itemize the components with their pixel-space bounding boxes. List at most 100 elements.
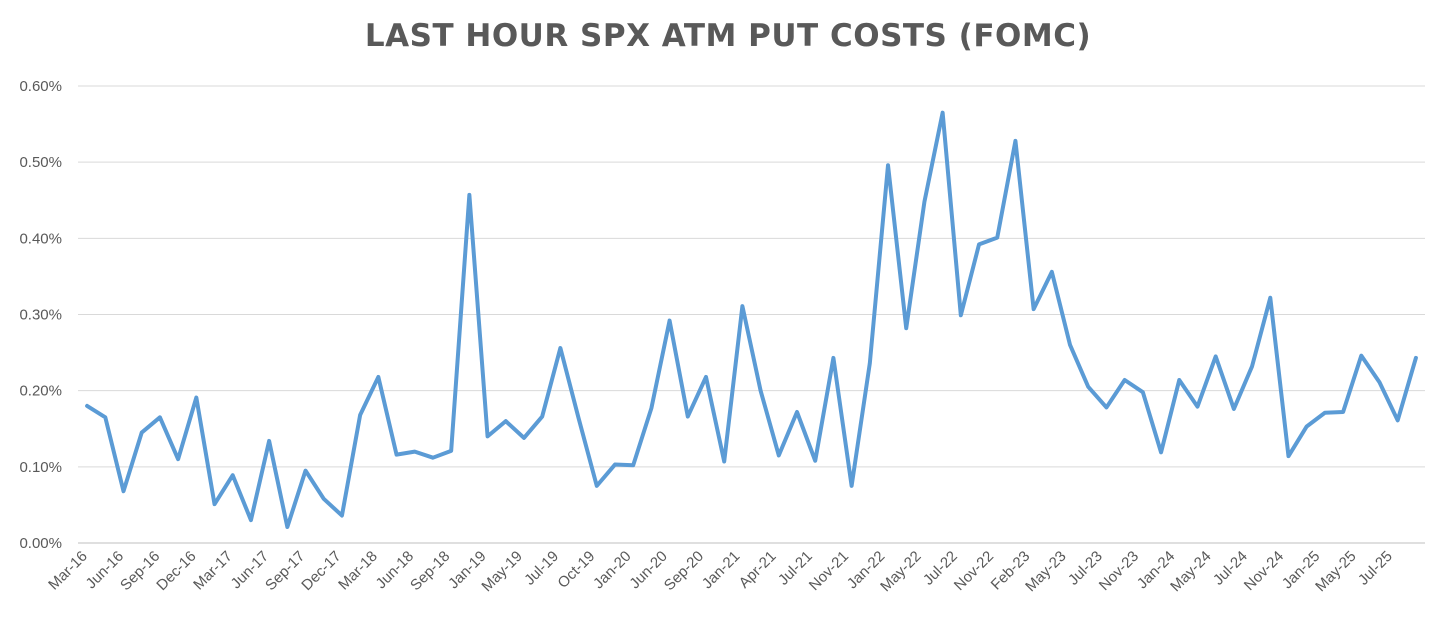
x-tick-label: Jan-21 — [699, 548, 743, 592]
x-tick-label: Nov-24 — [1241, 548, 1287, 594]
data-point — [1050, 270, 1054, 274]
data-point — [722, 460, 726, 464]
data-point — [1414, 356, 1418, 360]
y-tick-label: 0.00% — [19, 535, 62, 552]
data-point — [813, 459, 817, 463]
data-point — [740, 304, 744, 308]
x-tick-label: Dec-17 — [298, 548, 344, 594]
data-point — [1377, 380, 1381, 384]
series-layer — [85, 110, 1418, 529]
data-point — [540, 415, 544, 419]
data-point — [1323, 411, 1327, 415]
data-point — [158, 415, 162, 419]
x-tick-label: Jul-19 — [521, 548, 562, 589]
data-point — [831, 356, 835, 360]
data-point — [413, 450, 417, 454]
x-tick-label: Sep-18 — [407, 548, 453, 594]
data-point — [122, 489, 126, 493]
data-point — [558, 346, 562, 350]
data-point — [595, 484, 599, 488]
data-point — [267, 439, 271, 443]
data-point — [85, 404, 89, 408]
data-point — [213, 502, 217, 506]
x-tick-label: May-19 — [478, 548, 525, 595]
data-point — [1032, 307, 1036, 311]
data-point — [431, 456, 435, 460]
data-point — [977, 242, 981, 246]
x-tick-label: Dec-16 — [153, 548, 199, 594]
data-point — [1086, 385, 1090, 389]
data-point — [1286, 454, 1290, 458]
x-tick-label: Jan-20 — [590, 548, 634, 592]
data-point — [231, 473, 235, 477]
chart-title: LAST HOUR SPX ATM PUT COSTS (FOMC) — [364, 18, 1092, 54]
y-tick-label: 0.60% — [19, 78, 62, 95]
x-tick-label: May-24 — [1167, 548, 1214, 595]
data-point — [868, 361, 872, 365]
data-point — [959, 313, 963, 317]
data-point — [304, 469, 308, 473]
data-point — [1250, 364, 1254, 368]
data-point — [1013, 139, 1017, 143]
x-tick-label: Jul-25 — [1355, 548, 1396, 589]
x-tick-label: Sep-17 — [262, 548, 308, 594]
data-point — [376, 375, 380, 379]
data-point — [322, 497, 326, 501]
data-point — [795, 410, 799, 414]
data-point — [1232, 407, 1236, 411]
data-point — [140, 431, 144, 435]
data-point — [285, 525, 289, 529]
data-point — [1123, 378, 1127, 382]
x-tick-label: Nov-23 — [1096, 548, 1142, 594]
data-point — [103, 415, 107, 419]
data-point — [467, 193, 471, 197]
y-tick-label: 0.30% — [19, 307, 62, 324]
x-tick-label: Nov-22 — [951, 548, 997, 594]
data-point — [649, 406, 653, 410]
data-point — [1195, 405, 1199, 409]
data-point — [631, 463, 635, 467]
x-tick-label: Mar-16 — [45, 548, 91, 594]
data-point — [1159, 450, 1163, 454]
data-point — [1214, 354, 1218, 358]
y-axis-tick-labels: 0.00% 0.10% 0.20% 0.30% 0.40% 0.50% 0.60% — [19, 78, 62, 552]
data-point — [904, 326, 908, 330]
data-point — [668, 319, 672, 323]
x-tick-label: Sep-16 — [117, 548, 163, 594]
x-tick-label: May-23 — [1022, 548, 1069, 595]
y-tick-label: 0.20% — [19, 383, 62, 400]
data-point — [1341, 410, 1345, 414]
data-point — [759, 389, 763, 393]
data-point — [850, 484, 854, 488]
data-point — [449, 449, 453, 453]
data-point — [886, 163, 890, 167]
data-point — [249, 518, 253, 522]
data-point — [1141, 390, 1145, 394]
x-tick-label: Nov-21 — [806, 548, 852, 594]
x-tick-label: May-22 — [877, 548, 924, 595]
data-point — [395, 453, 399, 457]
data-point — [194, 396, 198, 400]
data-point — [1268, 296, 1272, 300]
data-point — [1068, 343, 1072, 347]
data-point — [1359, 354, 1363, 358]
data-point — [486, 434, 490, 438]
data-point — [577, 416, 581, 420]
data-point — [777, 453, 781, 457]
data-point — [1305, 424, 1309, 428]
y-tick-label: 0.10% — [19, 459, 62, 476]
data-point — [176, 457, 180, 461]
x-tick-label: May-25 — [1312, 548, 1359, 595]
data-point — [340, 514, 344, 518]
data-point — [1396, 418, 1400, 422]
x-tick-label: Apr-21 — [736, 548, 780, 592]
data-point — [613, 463, 617, 467]
series-line — [85, 110, 1418, 529]
data-point — [522, 436, 526, 440]
data-point — [995, 236, 999, 240]
data-point — [704, 375, 708, 379]
x-tick-label: Sep-20 — [661, 548, 707, 594]
y-tick-label: 0.40% — [19, 230, 62, 247]
